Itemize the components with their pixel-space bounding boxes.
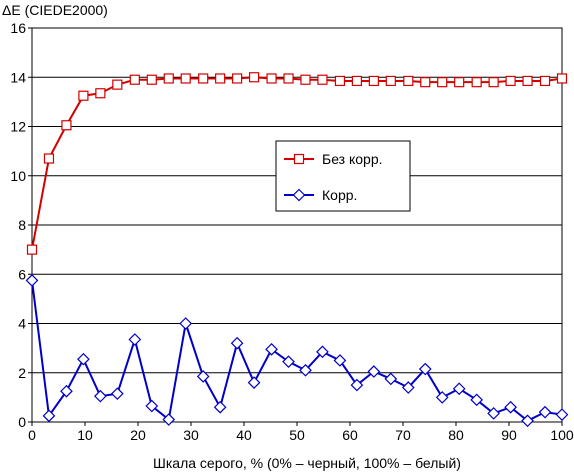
- data-point: [538, 405, 552, 419]
- series-uncorrected: [26, 72, 568, 255]
- y-tick-label: 4: [18, 316, 26, 332]
- x-tick-label: 40: [236, 427, 252, 443]
- data-point: [420, 77, 431, 88]
- data-point: [403, 75, 414, 87]
- x-tick-label: 60: [342, 427, 358, 443]
- data-point: [110, 387, 124, 401]
- data-point: [385, 75, 396, 87]
- data-point: [521, 414, 534, 428]
- data-point: [163, 73, 174, 84]
- data-point: [196, 370, 210, 383]
- x-tick-label: 50: [289, 427, 305, 443]
- x-axis-ticks: 0 10 20 30 40 50 60 70 80 90 100: [28, 422, 574, 443]
- data-point: [248, 72, 260, 83]
- data-point: [488, 77, 499, 88]
- data-point: [368, 75, 379, 87]
- x-tick-label: 80: [448, 427, 464, 443]
- x-tick-label: 30: [183, 427, 199, 443]
- legend: Без корр. Корр.: [275, 140, 411, 212]
- x-tick-label: 90: [501, 427, 517, 443]
- data-point: [350, 378, 364, 392]
- x-axis-title: Шкала серого, % (0% – черный, 100% – бел…: [153, 455, 461, 471]
- data-point: [367, 365, 381, 378]
- data-point: [470, 393, 484, 407]
- data-point: [129, 74, 140, 85]
- series-layer: [25, 72, 569, 428]
- data-point: [317, 74, 328, 85]
- data-point: [555, 408, 569, 421]
- legend-item: Корр.: [284, 187, 357, 203]
- legend-item: Без корр.: [284, 151, 383, 167]
- data-point: [522, 75, 533, 87]
- data-point: [146, 74, 157, 85]
- data-point: [401, 381, 415, 394]
- data-point: [299, 363, 312, 377]
- y-tick-label: 14: [10, 69, 26, 85]
- y-tick-label: 10: [10, 168, 26, 184]
- data-point: [333, 354, 347, 367]
- data-point: [94, 389, 107, 403]
- series-corrected: [25, 274, 569, 428]
- data-point: [145, 399, 159, 413]
- data-point: [437, 77, 448, 88]
- y-tick-label: 16: [10, 20, 26, 36]
- data-point: [25, 274, 39, 287]
- data-point: [179, 317, 193, 330]
- data-point: [60, 384, 73, 398]
- data-point: [266, 73, 277, 84]
- data-point: [283, 73, 294, 84]
- data-point: [504, 400, 517, 414]
- y-tick-label: 2: [18, 365, 26, 381]
- data-point: [454, 77, 465, 88]
- data-point: [78, 90, 89, 101]
- data-point: [384, 372, 398, 386]
- data-point: [180, 73, 191, 84]
- data-point: [487, 407, 500, 420]
- y-tick-label: 6: [18, 266, 26, 282]
- data-point: [300, 74, 311, 85]
- data-point: [43, 153, 55, 164]
- y-tick-label: 8: [18, 217, 26, 233]
- x-tick-label: 70: [395, 427, 411, 443]
- data-point: [471, 77, 482, 88]
- y-axis-ticks: 0 2 4 6 8 10 12 14 16: [10, 20, 32, 430]
- x-tick-label: 20: [130, 427, 146, 443]
- data-point: [61, 120, 72, 131]
- data-point: [452, 382, 466, 396]
- data-point: [265, 343, 278, 356]
- data-point: [42, 409, 56, 423]
- data-point: [232, 73, 243, 84]
- data-point: [282, 355, 295, 369]
- y-tick-label: 12: [10, 119, 26, 135]
- data-point: [316, 345, 329, 359]
- data-point: [213, 400, 227, 414]
- data-point: [77, 352, 90, 366]
- data-point: [230, 336, 244, 350]
- data-point: [539, 75, 551, 87]
- legend-swatch-marker: [292, 188, 306, 202]
- y-axis-title: ΔE (CIEDE2000): [2, 2, 108, 18]
- data-point: [162, 413, 176, 426]
- data-point: [95, 88, 106, 99]
- data-point: [128, 333, 142, 346]
- data-point: [505, 75, 516, 87]
- x-tick-label: 0: [28, 427, 36, 443]
- data-point: [215, 73, 226, 84]
- data-point: [112, 79, 123, 90]
- data-point: [247, 376, 261, 389]
- data-point: [26, 244, 38, 255]
- legend-label: Без корр.: [322, 151, 383, 167]
- data-point: [418, 362, 432, 376]
- x-tick-label: 100: [550, 427, 574, 443]
- legend-swatch-marker: [293, 153, 305, 165]
- data-point: [556, 73, 568, 84]
- data-point: [198, 73, 209, 84]
- data-point: [351, 75, 362, 87]
- data-point: [435, 391, 449, 404]
- y-tick-label: 0: [18, 414, 26, 430]
- data-point: [334, 75, 346, 87]
- legend-label: Корр.: [322, 187, 357, 203]
- x-tick-label: 10: [77, 427, 93, 443]
